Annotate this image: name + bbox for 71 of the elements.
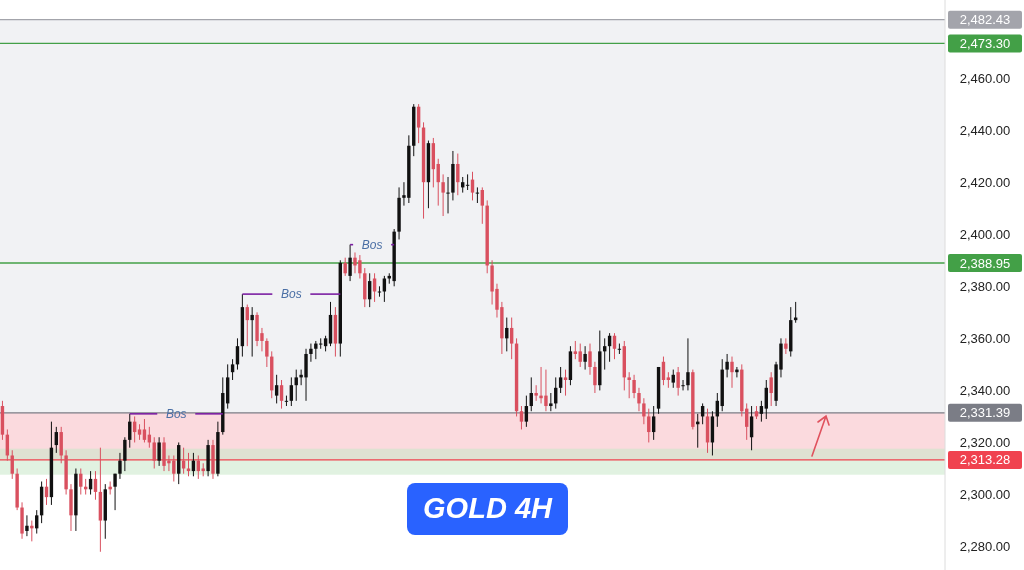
candlestick [480,186,484,225]
y-tick-label: 2,460.00 [959,70,1011,86]
candlestick [524,395,529,428]
candlestick [676,366,680,397]
candlestick [519,405,524,430]
candlestick [289,376,294,407]
candlestick [647,408,651,443]
candlestick [446,176,450,214]
candlestick [10,449,14,480]
candlestick [475,186,480,204]
candlestick [142,418,147,443]
candlestick [769,371,773,407]
candlestick [284,395,289,407]
candlestick [588,343,592,376]
candlestick [549,392,553,412]
candlestick [118,452,122,480]
candlestick [441,173,445,217]
candlestick [617,343,622,355]
ref-line-label: 2,331.39 [959,405,1011,421]
candlestick [274,374,279,404]
candlestick [25,514,29,537]
y-tick-label: 2,340.00 [959,382,1011,398]
candlestick [651,405,656,441]
ref-line-label: Bos [280,287,302,302]
candlestick [578,343,582,368]
candlestick [377,285,382,298]
candlestick [309,343,313,363]
y-tick-label: 2,440.00 [959,122,1011,138]
candlestick [382,275,387,303]
text: GOLD 4H [423,492,553,524]
candlestick [265,337,269,368]
candlestick [152,436,156,469]
candlestick [186,452,191,477]
y-tick-label: 2,420.00 [959,174,1011,190]
candlestick [593,361,597,394]
y-tick-label: 2,320.00 [959,434,1011,450]
candlestick [642,397,646,425]
candlestick [637,387,641,412]
candlestick [343,257,347,277]
candlestick [113,473,117,511]
ref-line-label: 2,482.43 [959,12,1011,28]
candlestick [725,353,729,378]
candlestick [627,371,631,399]
candlestick [681,379,685,391]
candlestick [157,436,161,467]
candlestick [686,337,690,391]
ref-line-label: Bos [361,237,383,252]
y-tick-label: 2,360.00 [959,330,1011,346]
y-tick-label: 2,380.00 [959,278,1011,294]
candlestick [583,345,587,371]
candlestick [123,436,127,472]
candlestick [730,356,734,389]
ref-line-label: 2,313.28 [959,452,1011,468]
candlestick [509,317,514,360]
candlestick [372,272,377,303]
candlestick [573,340,578,360]
candlestick [314,340,318,360]
candlestick [456,153,460,196]
y-tick-label: 2,400.00 [959,226,1011,242]
candlestick [279,379,284,410]
candlestick [465,173,470,191]
candlestick [558,366,563,394]
y-tick-label: 2,300.00 [959,487,1011,503]
ref-line-label: 2,388.95 [959,255,1011,271]
ref-line-label: Bos [165,406,187,421]
candlestick [632,374,636,399]
candlestick [563,369,568,397]
candlestick [250,306,254,358]
candlestick [784,337,788,355]
ref-line-label: 2,473.30 [959,35,1011,51]
y-tick-label: 2,280.00 [959,539,1011,555]
